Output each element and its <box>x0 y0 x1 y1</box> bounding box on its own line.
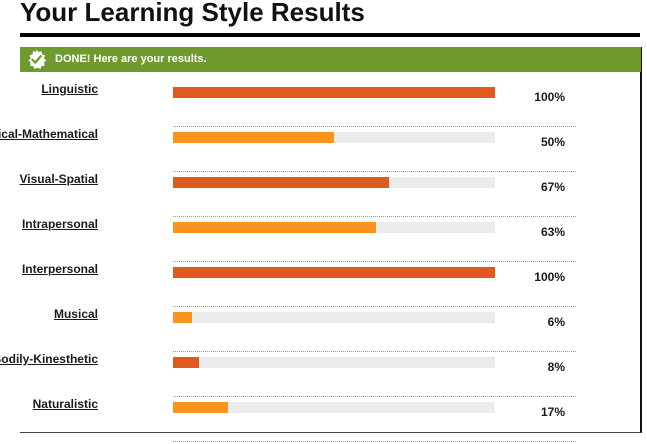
title-divider <box>20 33 640 37</box>
result-row-musical: Musical 6% <box>20 307 576 352</box>
percent-value: 63% <box>540 225 565 239</box>
progress-fill <box>173 267 495 278</box>
percent-value: 100% <box>534 270 565 284</box>
percent-value: 6% <box>547 315 565 329</box>
progress-track <box>173 402 495 413</box>
progress-track <box>173 357 495 368</box>
progress-fill <box>173 132 334 143</box>
style-link-logical-mathematical[interactable]: Logical-Mathematical <box>0 127 98 141</box>
progress-track <box>173 222 495 233</box>
percent-value: 8% <box>547 360 565 374</box>
progress-track <box>173 267 495 278</box>
style-link-intrapersonal[interactable]: Intrapersonal <box>21 217 98 231</box>
progress-track <box>173 177 495 188</box>
row-divider <box>173 351 576 352</box>
style-link-interpersonal[interactable]: Interpersonal <box>21 262 98 276</box>
done-banner-text: DONE! Here are your results. <box>55 53 207 65</box>
progress-fill <box>173 87 495 98</box>
percent-value: 17% <box>540 405 565 419</box>
progress-track <box>173 132 495 143</box>
row-divider <box>173 441 576 442</box>
result-row-intrapersonal: Intrapersonal 63% <box>20 217 576 262</box>
result-row-logical-mathematical: Logical-Mathematical 50% <box>0 127 576 172</box>
row-divider <box>173 396 576 397</box>
progress-fill <box>173 402 228 413</box>
progress-fill <box>173 222 376 233</box>
progress-fill <box>173 177 389 188</box>
style-link-bodily-kinesthetic[interactable]: Bodily-Kinesthetic <box>0 352 98 366</box>
result-row-linguistic: Linguistic 100% <box>20 82 576 127</box>
style-link-naturalistic[interactable]: Naturalistic <box>32 397 98 411</box>
progress-fill <box>173 357 199 368</box>
done-banner: DONE! Here are your results. <box>20 47 641 72</box>
style-link-musical[interactable]: Musical <box>53 307 98 321</box>
progress-track <box>173 312 495 323</box>
progress-track <box>173 87 495 98</box>
percent-value: 67% <box>540 180 565 194</box>
row-divider <box>173 126 576 127</box>
style-link-visual-spatial[interactable]: Visual-Spatial <box>19 172 98 186</box>
row-divider <box>173 306 576 307</box>
row-divider <box>173 261 576 262</box>
percent-value: 100% <box>534 90 565 104</box>
percent-value: 50% <box>540 135 565 149</box>
result-row-bodily-kinesthetic: Bodily-Kinesthetic 8% <box>0 352 576 397</box>
row-divider <box>173 171 576 172</box>
result-row-interpersonal: Interpersonal 100% <box>20 262 576 307</box>
result-row-naturalistic: Naturalistic 17% <box>20 397 576 442</box>
style-link-linguistic[interactable]: Linguistic <box>41 82 98 96</box>
progress-fill <box>173 312 193 323</box>
result-row-visual-spatial: Visual-Spatial 67% <box>19 172 576 217</box>
page-title: Your Learning Style Results <box>20 0 365 27</box>
results-panel: DONE! Here are your results. Linguistic 1… <box>0 47 642 442</box>
check-badge-icon <box>28 49 47 70</box>
row-divider <box>173 216 576 217</box>
